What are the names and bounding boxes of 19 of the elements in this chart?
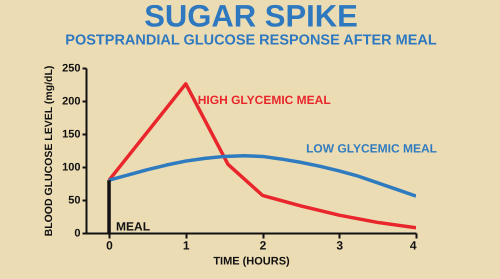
y-tick-label: 100 [62,162,80,174]
series-label: HIGH GLYCEMIC MEAL [198,92,331,107]
x-tick-label: 1 [182,238,190,252]
chart-subtitle: POSTPRANDIAL GLUCOSE RESPONSE AFTER MEAL [65,32,437,48]
y-axis-title: BLOOD GLUCOSE LEVEL (mg/dL) [43,66,56,236]
x-tick-label: 4 [410,238,417,252]
annotation: MEAL [116,219,150,234]
y-tick-label: 0 [74,228,80,240]
y-tick-label: 200 [62,96,80,108]
x-tick-label: 0 [106,238,114,252]
x-tick-label: 2 [260,238,267,252]
x-tick-label: 3 [336,238,344,252]
y-tick-label: 150 [62,128,80,140]
chart-title: SUGAR SPIKE [144,0,358,34]
y-tick-label: 50 [68,194,80,206]
x-axis-title: TIME (HOURS) [213,256,290,268]
y-tick-label: 250 [62,62,80,74]
line-series [107,154,416,198]
series-label: LOW GLYCEMIC MEAL [306,141,437,156]
